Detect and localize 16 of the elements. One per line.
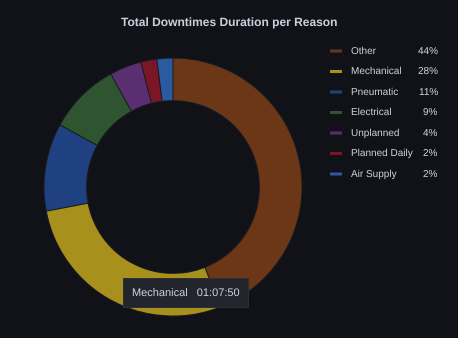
legend-label: Air Supply [351, 169, 397, 180]
legend-label: Pneumatic [351, 87, 398, 98]
legend-label: Unplanned [351, 128, 400, 139]
data-label: 28% [418, 66, 438, 77]
legend-label: Electrical [351, 107, 392, 118]
data-label: 2% [423, 169, 438, 180]
legend-label: Other [351, 46, 377, 57]
data-label: 4% [423, 128, 438, 139]
data-label: 2% [423, 148, 438, 159]
text: Mechanical 01:07:50 [132, 287, 240, 299]
chart-title: Total Downtimes Duration per Reason [121, 15, 338, 29]
data-label: 11% [419, 87, 438, 98]
data-label: 9% [423, 107, 438, 118]
legend-label: Planned Daily [351, 148, 413, 159]
legend-label: Mechanical [351, 66, 402, 77]
data-label: 44% [418, 46, 438, 57]
